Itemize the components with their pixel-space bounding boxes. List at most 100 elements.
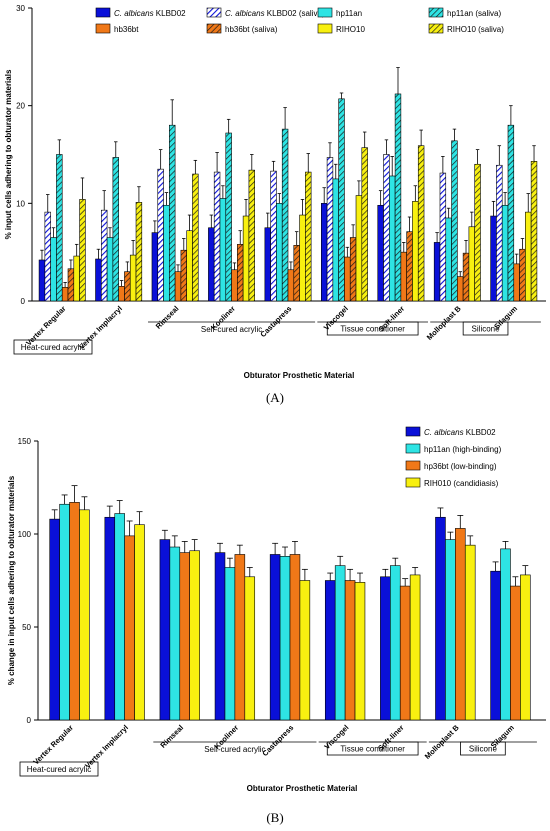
bar: [135, 202, 143, 302]
legend-swatch: [428, 7, 444, 18]
legend-swatch: [95, 23, 111, 34]
group-label: Heat-cured acrylic: [21, 343, 85, 352]
bar: [445, 217, 452, 302]
bar: [338, 98, 345, 302]
chart-b: 0 50 100 150 % change in input cells adherin…: [7, 426, 546, 793]
y-tick-label: 30: [16, 4, 25, 13]
bar: [151, 232, 159, 302]
x-axis-label: Obturator Prosthetic Material: [244, 371, 355, 380]
x-axis-label: Obturator Prosthetic Material: [247, 784, 358, 793]
bar: [118, 286, 125, 302]
bar: [507, 124, 515, 302]
bar: [490, 215, 497, 302]
bar: [179, 552, 190, 721]
bar: [394, 93, 402, 302]
bar: [289, 554, 301, 721]
legend-label: C. albicans KLBD02: [424, 428, 496, 437]
bar: [112, 157, 119, 302]
bar: [214, 552, 226, 721]
bar: [49, 518, 60, 721]
bar: [159, 539, 171, 721]
bar: [50, 237, 57, 302]
bar: [44, 211, 51, 302]
y-tick-label: 0: [27, 716, 32, 725]
group-label: Silicone: [472, 325, 501, 334]
group-label: Heat-cured acrylic: [27, 765, 91, 774]
bar: [224, 567, 236, 721]
bar: [445, 539, 456, 721]
bar: [344, 580, 356, 721]
bar: [519, 248, 526, 302]
group-label: Tissue conditioner: [340, 745, 405, 754]
bar: [462, 252, 470, 302]
bar: [412, 201, 419, 302]
bar: [530, 161, 538, 302]
bar: [104, 516, 116, 721]
legend-label: hp11an (high-binding): [424, 445, 502, 454]
legend-swatch: [317, 23, 333, 34]
y-tick-label: 50: [22, 623, 31, 632]
bar: [231, 269, 238, 302]
bar: [406, 231, 413, 302]
legend-swatch: [206, 23, 222, 34]
bar: [435, 516, 446, 721]
bar: [439, 172, 447, 302]
y-axis-label: % change in input cells adhering to obtu…: [7, 475, 16, 685]
y-tick-label: 150: [18, 437, 32, 446]
bar: [129, 254, 137, 302]
bar: [106, 237, 114, 302]
group-box: [460, 741, 506, 756]
group-label: Self-cured acrylic: [201, 325, 262, 334]
legend-swatch: [405, 460, 421, 471]
legend-swatch: [428, 23, 444, 34]
bar: [490, 570, 501, 721]
bar: [174, 271, 182, 302]
bar: [433, 242, 441, 302]
bar: [270, 170, 277, 302]
bar: [56, 154, 63, 302]
legend-label: C. albicans KLBD02: [114, 9, 186, 18]
legend-label: hp36bt (low-binding): [424, 462, 497, 471]
bar: [361, 147, 368, 302]
y-tick-label: 20: [16, 102, 25, 111]
bar: [101, 209, 108, 302]
bar: [326, 157, 334, 302]
legend-label: RIHO10: [336, 25, 365, 34]
bar: [59, 503, 70, 721]
bar: [451, 140, 458, 302]
legend-label: hp11an (saliva): [447, 9, 501, 18]
legend-swatch: [405, 426, 421, 437]
bar: [269, 554, 281, 721]
bar: [321, 203, 328, 302]
bar: [244, 576, 256, 721]
bar: [208, 227, 215, 302]
category-label: Molloplast B: [425, 304, 463, 342]
panel-label-a: (A): [265, 390, 285, 405]
bar: [377, 204, 384, 302]
panel-label-b: (B): [266, 810, 284, 825]
bar: [305, 171, 312, 302]
bar: [242, 215, 250, 302]
bar: [79, 199, 86, 302]
category-label: Vertex Regular: [24, 304, 68, 348]
bar: [380, 576, 391, 721]
bar: [513, 263, 520, 302]
bar: [163, 204, 170, 302]
bar: [496, 164, 503, 302]
group-box: [19, 761, 99, 777]
bar: [279, 556, 291, 721]
bar: [234, 554, 246, 721]
chart-a: 0 10 20 30 % input cells adhering to obturat…: [4, 4, 546, 380]
bar: [464, 544, 476, 721]
legend-swatch: [317, 7, 333, 18]
bar: [520, 574, 531, 721]
legend-label: hb36bt: [114, 25, 139, 34]
bar: [61, 287, 69, 302]
category-label: Rimseal: [154, 304, 181, 331]
bar: [510, 585, 521, 721]
bar: [169, 546, 181, 721]
bar: [114, 513, 125, 721]
group-box: [462, 321, 509, 336]
category-label: Vertex Implacryl: [83, 723, 130, 770]
group-box: [326, 321, 419, 336]
